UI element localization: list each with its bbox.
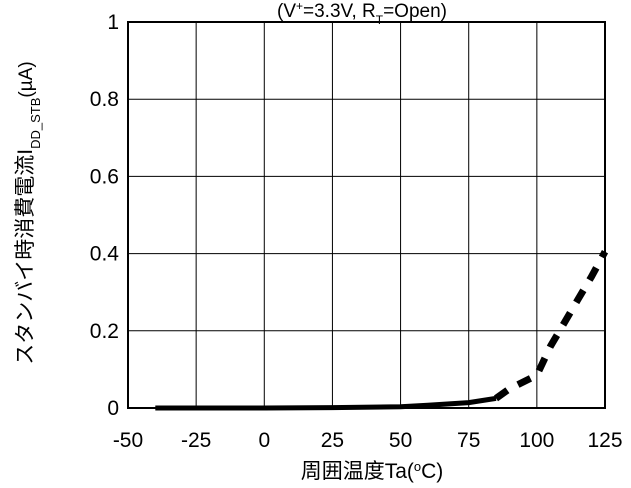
x-tick-label: 25 — [321, 429, 344, 452]
x-axis-label-symbol: Ta — [385, 460, 408, 483]
y-tick-label: 1 — [107, 11, 119, 34]
series-line-solid — [155, 395, 497, 411]
title-v-sup: + — [296, 0, 303, 13]
y-axis-label: スタンバイ時消費電流IDD_STB(µA) — [14, 61, 43, 364]
y-axis-label-symbol: I — [14, 149, 37, 155]
y-tick-label: 0.8 — [90, 88, 119, 111]
x-axis-unit-rest: C) — [421, 460, 443, 483]
x-tick-labels: -50 -25 0 25 50 75 100 125 — [113, 429, 623, 452]
y-axis-label-main: スタンバイ時消費電流 — [14, 155, 37, 365]
title-middle: =3.3V, R — [303, 1, 376, 22]
series-line-dashed — [493, 250, 609, 402]
x-axis-unit-sup: o — [414, 459, 421, 474]
title-prefix: (V — [277, 1, 296, 22]
data-curves — [155, 250, 609, 411]
title-suffix: =Open) — [383, 1, 447, 22]
y-tick-label: 0 — [107, 397, 119, 420]
title-r-sub: T — [376, 13, 384, 27]
x-tick-label: 0 — [258, 429, 270, 452]
x-tick-label: 125 — [587, 429, 622, 452]
x-axis-label: 周囲温度Ta(oC) — [301, 459, 444, 484]
chart-title: (V+=3.3V, RT=Open) — [277, 0, 447, 27]
plot-frame — [127, 21, 606, 409]
x-tick-label: 75 — [457, 429, 480, 452]
x-tick-label: -25 — [181, 429, 211, 452]
x-tick-label: 100 — [519, 429, 554, 452]
x-axis-unit-open: ( — [407, 460, 414, 483]
grid-lines — [128, 22, 605, 408]
y-tick-label: 0.2 — [90, 320, 119, 343]
x-axis-label-main: 周囲温度 — [301, 460, 385, 483]
y-tick-label: 0.4 — [90, 243, 120, 266]
x-tick-label: -50 — [113, 429, 143, 452]
y-axis-label-unit: (µA) — [16, 61, 37, 97]
y-tick-label: 0.6 — [90, 165, 119, 188]
x-tick-label: 50 — [389, 429, 412, 452]
y-axis-label-sub: DD_STB — [28, 98, 43, 149]
y-tick-labels: 0 0.2 0.4 0.6 0.8 1 — [90, 11, 120, 420]
